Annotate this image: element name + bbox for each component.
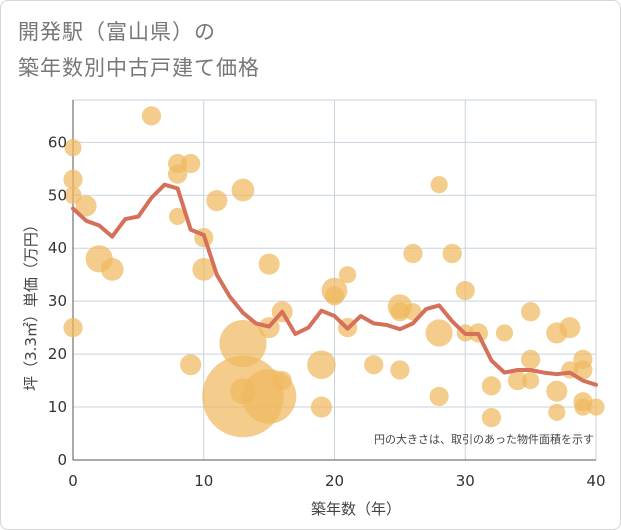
chart-title-line1: 開発駅（富山県）の: [18, 20, 216, 44]
data-point: [403, 243, 423, 264]
data-point: [546, 380, 568, 402]
x-tick-label: 30: [456, 472, 475, 490]
data-point: [310, 396, 332, 418]
data-point: [481, 376, 502, 396]
data-point: [442, 243, 462, 264]
data-point: [429, 386, 449, 407]
y-tick-label: 50: [48, 186, 67, 204]
data-point: [219, 319, 267, 368]
data-point: [425, 319, 453, 347]
tick-labels: 0 10 20 30 40 50 60 0 10 20 30 40: [48, 133, 606, 490]
data-point: [180, 354, 202, 376]
trend-line: [71, 182, 598, 387]
data-point: [206, 190, 228, 212]
data-point: [169, 207, 187, 226]
data-point: [192, 258, 216, 281]
data-point: [231, 178, 255, 202]
chart-title-line2: 築年数別中古戸建て価格: [18, 56, 260, 80]
data-point: [507, 370, 528, 391]
y-axis-label: 坪（3.3㎡）単価（万円）: [22, 217, 40, 391]
axes: [72, 100, 596, 461]
data-point: [141, 106, 162, 126]
size-note: 円の大きさは、取引のあった物件面積を示す: [374, 432, 594, 446]
data-point: [167, 164, 188, 184]
y-tick-label: 20: [48, 345, 67, 363]
data-point: [64, 139, 82, 157]
y-tick-label: 0: [57, 451, 67, 469]
data-point: [521, 349, 541, 370]
data-point: [455, 280, 475, 301]
data-point: [307, 350, 336, 379]
data-point: [587, 398, 605, 416]
data-point: [64, 186, 82, 204]
x-axis-label: 築年数（年）: [311, 500, 401, 518]
data-point: [521, 302, 541, 322]
data-point: [548, 403, 566, 421]
data-point: [324, 286, 345, 306]
data-point: [390, 360, 410, 380]
data-point: [63, 169, 83, 190]
data-point: [181, 153, 201, 174]
x-tick-label: 0: [68, 472, 78, 490]
data-point: [258, 253, 280, 275]
data-point: [75, 195, 97, 217]
x-tick-label: 40: [586, 472, 605, 490]
data-point: [574, 398, 592, 416]
y-tick-label: 30: [48, 292, 67, 310]
y-tick-label: 60: [48, 133, 67, 151]
data-point: [338, 266, 357, 284]
bubble-series: [63, 106, 605, 438]
data-point: [430, 176, 448, 194]
data-point: [481, 408, 502, 428]
x-tick-label: 10: [194, 472, 213, 490]
data-point: [272, 370, 292, 391]
data-point: [63, 318, 83, 338]
data-point: [390, 302, 410, 322]
y-tick-label: 10: [48, 398, 67, 416]
x-tick-label: 20: [325, 472, 344, 490]
trend-series: [71, 182, 598, 387]
data-point: [522, 371, 540, 390]
data-point: [364, 355, 384, 375]
data-point: [573, 360, 593, 380]
chart-title: 開発駅（富山県）の 築年数別中古戸建て価格: [18, 14, 260, 86]
data-point: [559, 317, 581, 339]
y-tick-label: 40: [48, 239, 67, 257]
data-point: [100, 258, 124, 281]
data-point: [230, 378, 256, 405]
data-point: [495, 324, 514, 342]
